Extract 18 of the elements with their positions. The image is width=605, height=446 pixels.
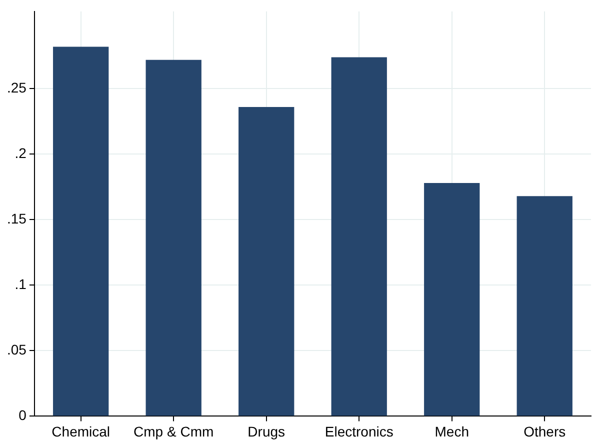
y-tick-label: .1 bbox=[14, 276, 27, 292]
x-tick-label: Cmp & Cmm bbox=[134, 423, 214, 440]
bar bbox=[424, 183, 480, 416]
y-tick-label: .25 bbox=[6, 80, 27, 96]
bar bbox=[53, 46, 109, 416]
x-tick-label: Drugs bbox=[248, 423, 286, 440]
bar bbox=[516, 196, 572, 416]
y-tick-label: 0 bbox=[18, 407, 27, 424]
x-tick-label: Mech bbox=[434, 423, 469, 440]
bar bbox=[238, 107, 294, 416]
bar bbox=[331, 57, 387, 416]
bar bbox=[146, 60, 202, 416]
y-tick-label: .2 bbox=[14, 145, 27, 162]
y-tick-label: .15 bbox=[6, 210, 27, 227]
y-tick-label: .05 bbox=[6, 342, 27, 358]
x-tick-label: Chemical bbox=[52, 423, 110, 440]
x-tick-label: Others bbox=[524, 423, 566, 440]
x-tick-label: Electronics bbox=[324, 423, 394, 440]
